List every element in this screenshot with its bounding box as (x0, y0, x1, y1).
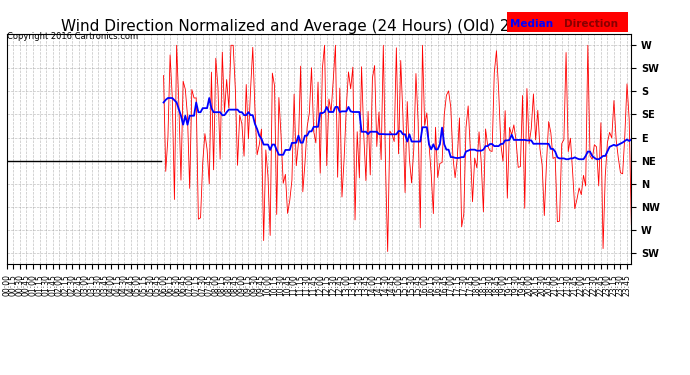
Text: Median: Median (510, 19, 553, 29)
Title: Wind Direction Normalized and Average (24 Hours) (Old) 20160808: Wind Direction Normalized and Average (2… (61, 19, 577, 34)
Text: Direction: Direction (564, 19, 618, 29)
Text: Copyright 2016 Cartronics.com: Copyright 2016 Cartronics.com (7, 32, 138, 41)
